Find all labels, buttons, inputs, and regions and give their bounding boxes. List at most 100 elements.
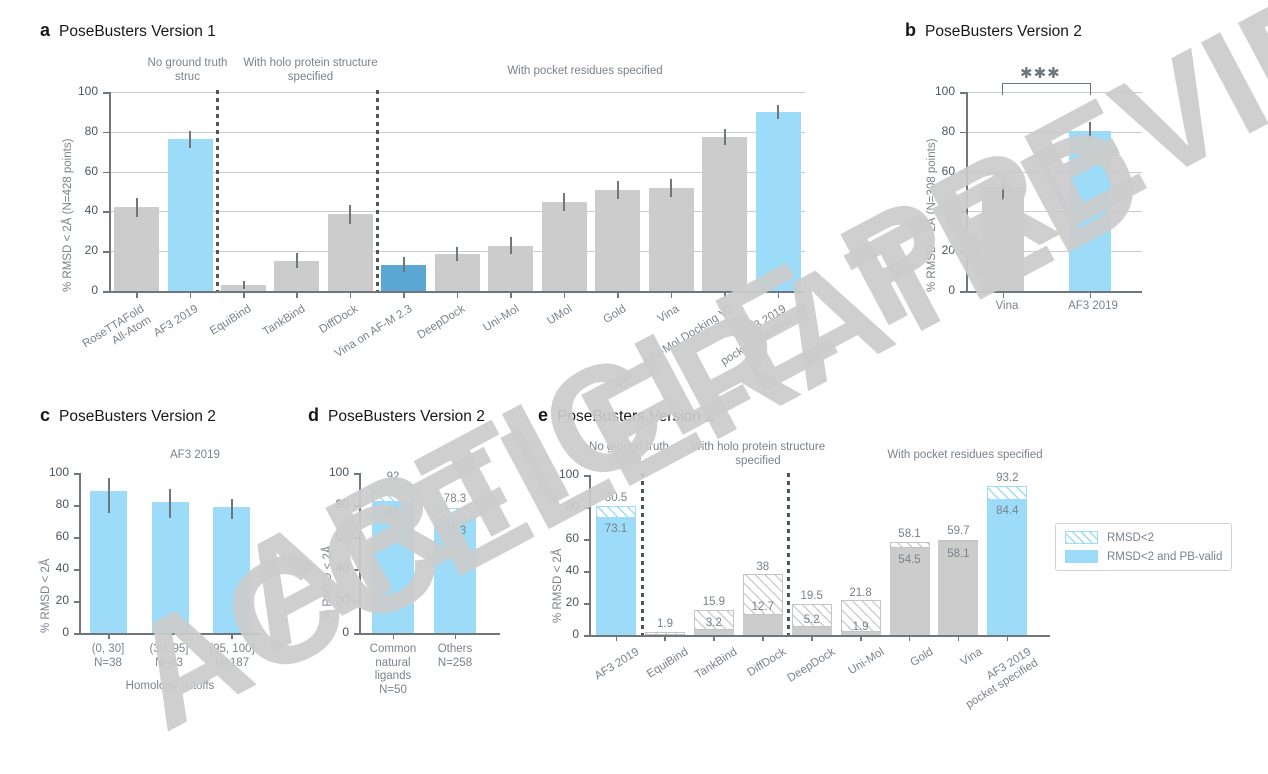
panel-e-bar-8-solid <box>987 499 1028 635</box>
chart-legend: RMSD<2 RMSD<2 and PB-valid <box>1055 523 1233 571</box>
panel-b-ytick-20: 20 <box>941 243 955 258</box>
panel-e-y-axis-label: % RMSD < 2Å <box>552 548 564 623</box>
panel-a-bar-10 <box>648 187 694 291</box>
panel-c-bar-1 <box>151 501 189 633</box>
figure-root: ACCELERATED ARTICLE PREVIEW a PoseBuster… <box>0 0 1268 733</box>
panel-c-letter: c <box>40 405 51 425</box>
panel-a-bar-4 <box>327 214 373 291</box>
panel-d-title: PoseBusters Version 2 <box>328 408 485 425</box>
panel-d-ytick-100: 100 <box>328 465 349 479</box>
panel-b-letter: b <box>905 20 916 40</box>
panel-c-errorbar-2 <box>230 498 233 519</box>
panel-a-ytick-0: 0 <box>91 283 98 297</box>
panel-e-bar-7-hatch <box>938 539 979 543</box>
panel-e-group-header-0: No ground truth struc <box>589 441 669 467</box>
panel-e-bar-3-upper-label: 38 <box>756 560 770 573</box>
panel-e-bar-3-solid <box>742 614 783 635</box>
legend-label-rmsd: RMSD<2 <box>1107 531 1154 544</box>
panel-c-ytick-80: 80 <box>55 497 69 511</box>
panel-a-letter: a <box>40 20 51 40</box>
panel-e-bar-6-lower-label: 54.5 <box>898 554 921 566</box>
panel-b-ytick-0: 0 <box>948 283 955 297</box>
panel-d-xlabel-0: Common natural ligands N=50 <box>369 643 417 696</box>
panel-a-errorbar-12 <box>777 105 779 119</box>
panel-e-bar-5-hatch <box>840 600 881 632</box>
panel-e-bar-5-upper-label: 21.8 <box>849 586 872 599</box>
panel-a-errorbar-7 <box>509 237 512 255</box>
panel-d-header: d PoseBusters Version 2 <box>308 405 485 426</box>
panel-e-bar-5-solid <box>840 631 881 635</box>
panel-a-errorbar-2 <box>242 281 245 290</box>
panel-b-ytick-40: 40 <box>941 203 955 218</box>
panel-c-ytick-40: 40 <box>55 561 69 575</box>
panel-b-significance-bracket <box>1002 83 1091 95</box>
panel-a-bar-0 <box>114 207 159 291</box>
panel-b-bar-0 <box>982 186 1024 291</box>
panel-d-ytick-0: 0 <box>342 625 349 639</box>
panel-e-ytick-0: 0 <box>572 627 579 641</box>
panel-a-ytick-60: 60 <box>84 163 98 178</box>
panel-a-errorbar-8 <box>563 192 566 212</box>
panel-c-bar-0 <box>90 490 127 633</box>
panel-e-bar-3-hatch <box>742 574 783 615</box>
panel-a-bar-12 <box>755 111 801 291</box>
panel-e-bar-0-upper-label: 80.5 <box>604 492 628 504</box>
panel-a-errorbar-1 <box>189 130 191 148</box>
panel-e-group-header-2: With pocket residues specified <box>887 449 1043 461</box>
panel-e-group-divider-0 <box>640 473 644 635</box>
panel-c-xlabel-1: (30, 95] N=83 <box>149 643 189 669</box>
panel-d-xlabel-1: Others N=258 <box>437 643 473 669</box>
panel-e-bar-0-solid <box>596 518 636 635</box>
legend-label-rmsd-pbvalid: RMSD<2 and PB-valid <box>1107 550 1223 563</box>
panel-a-errorbar-9 <box>616 180 619 199</box>
panel-c-header: c PoseBusters Version 2 <box>40 405 216 426</box>
panel-a-errorbar-10 <box>670 178 673 197</box>
panel-c-errorbar-0 <box>107 477 110 513</box>
panel-a-errorbar-11 <box>723 128 726 145</box>
panel-e-bar-2-lower-label: 3.2 <box>705 617 722 629</box>
panel-b-title: PoseBusters Version 2 <box>925 23 1082 40</box>
panel-a-errorbar-3 <box>295 253 298 269</box>
panel-e-bar-4-upper-label: 19.5 <box>800 590 823 602</box>
panel-e-bar-8-upper-label: 93.2 <box>996 472 1019 484</box>
panel-e-bar-0-lower-label: 73.1 <box>604 523 628 535</box>
panel-e-bar-7-solid <box>938 542 979 635</box>
panel-c-bar-2 <box>213 507 250 633</box>
panel-d-letter: d <box>308 405 319 425</box>
panel-a-errorbar-5 <box>402 257 405 272</box>
panel-e-ytick-60: 60 <box>565 531 579 545</box>
panel-e-bar-6-upper-label: 58.1 <box>898 528 921 540</box>
panel-e-bar-4-hatch <box>791 603 832 627</box>
panel-c: c PoseBusters Version 2 AF3 2019 % RMSD … <box>0 395 300 733</box>
panel-b-header: b PoseBusters Version 2 <box>905 20 1082 41</box>
panel-e-header: e PoseBusters Version 2 <box>538 405 714 426</box>
panel-d-ytick-80: 80 <box>335 497 349 511</box>
panel-b-errorbar-1 <box>1089 121 1091 141</box>
panel-a-bar-1 <box>167 138 213 291</box>
panel-d-bar-1-solid <box>434 518 476 633</box>
panel-a-errorbar-0 <box>135 197 138 218</box>
panel-e-title: PoseBusters Version 2 <box>557 408 714 425</box>
panel-e-bar-5-lower-label: 1.9 <box>852 621 869 633</box>
panel-b: b PoseBusters Version 2 % RMSD < 2Å (N=3… <box>900 0 1268 330</box>
panel-d-bar-1-upper-label: 78.3 <box>443 493 467 505</box>
panel-d-bar-0-upper-label: 92 <box>386 471 400 483</box>
panel-d-bar-0-lower-label: 82 <box>386 507 400 519</box>
panel-a-title: PoseBusters Version 1 <box>59 23 216 40</box>
panel-a-errorbar-6 <box>456 247 459 262</box>
panel-e-bar-8-lower-label: 84.4 <box>996 505 1019 517</box>
panel-a-group-divider-0 <box>215 90 219 291</box>
panel-e-bar-8-hatch <box>987 485 1028 500</box>
panel-a-group-header-1: With holo protein structure specified <box>243 57 378 83</box>
panel-c-ytick-100: 100 <box>48 465 69 479</box>
panel-d-y-axis-label: % RMSD < 2Å <box>322 545 334 620</box>
panel-c-subtitle: AF3 2019 <box>170 449 220 461</box>
panel-b-xlabel-1: AF3 2019 <box>1068 300 1118 312</box>
panel-e-bar-2-solid <box>693 629 734 635</box>
panel-e-bar-4-solid <box>791 626 832 635</box>
panel-a-ytick-20: 20 <box>84 243 98 258</box>
panel-a-ytick-80: 80 <box>84 123 98 138</box>
panel-d-plot: 100 80 60 40 20 0 92 82 78.3 71.3 <box>329 465 500 639</box>
panel-a-header: a PoseBusters Version 1 <box>40 20 216 41</box>
panel-a-group-header-0: No ground truth struc <box>147 57 228 83</box>
